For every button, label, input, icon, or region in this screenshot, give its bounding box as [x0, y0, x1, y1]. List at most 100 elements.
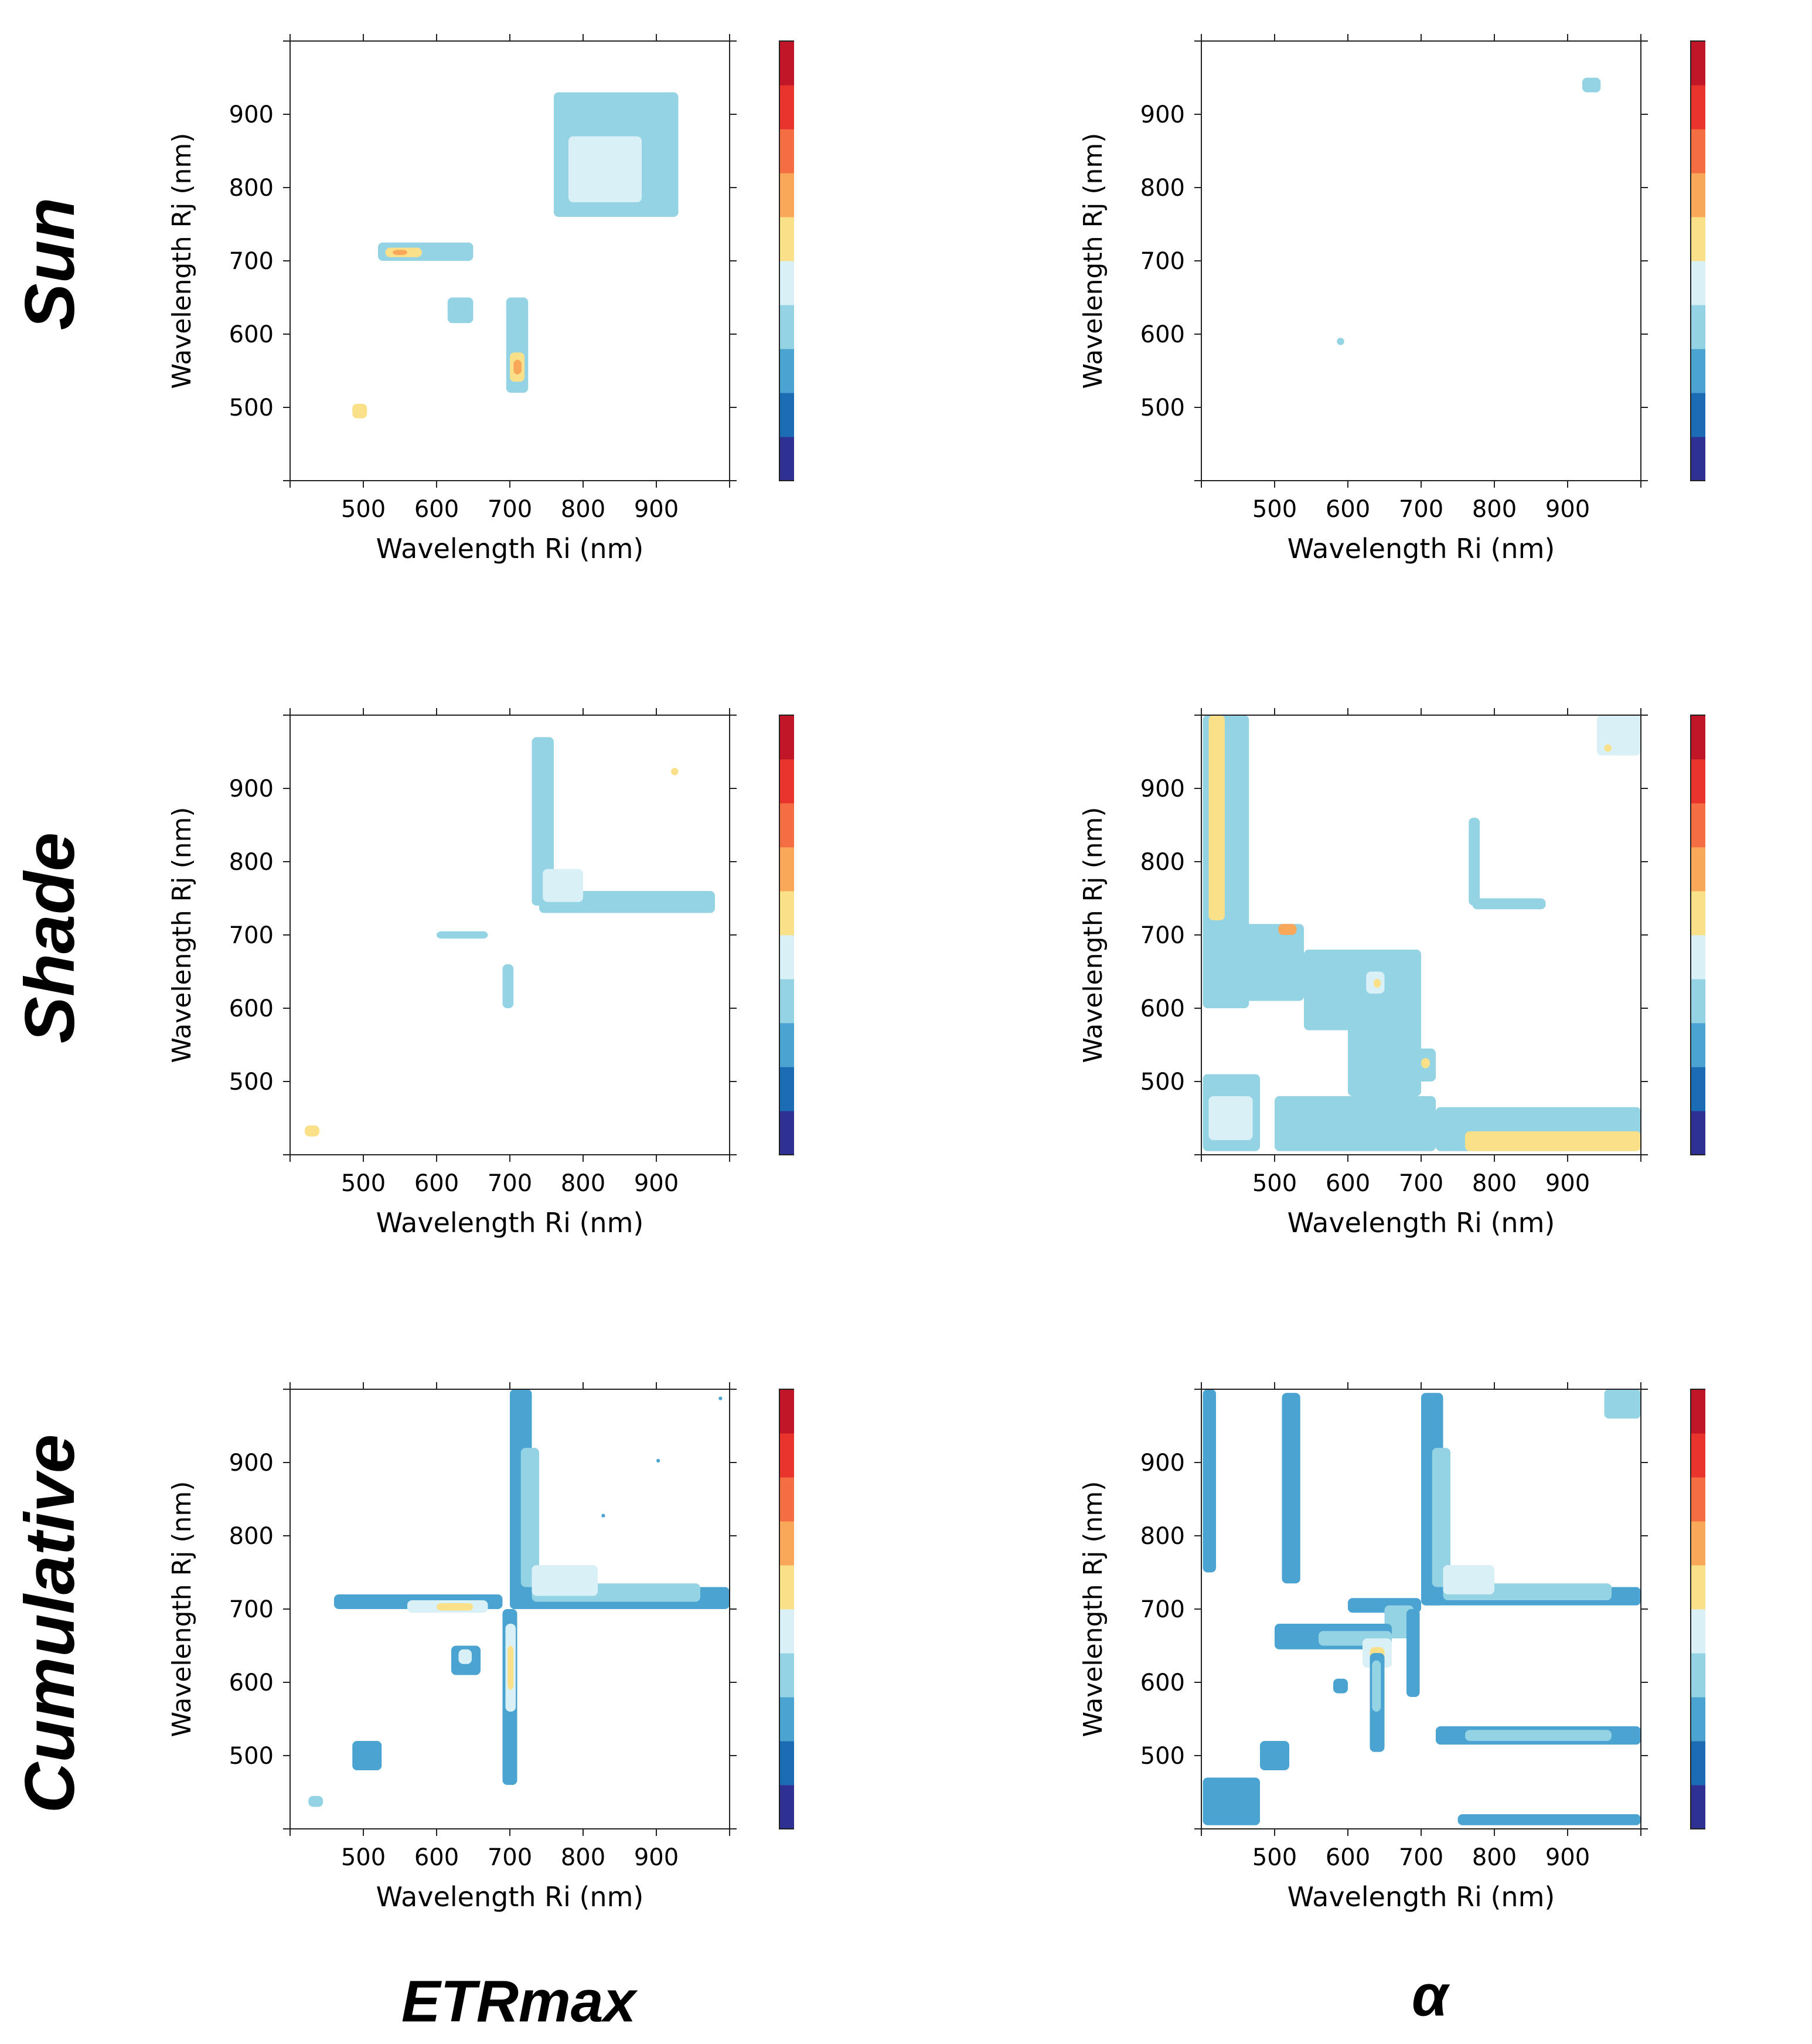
x-tick-label: 700 [1399, 1844, 1443, 1871]
x-axis-label: Wavelength Ri (nm) [376, 1881, 644, 1913]
x-tick-label: 800 [1472, 1844, 1517, 1871]
x-tick-label: 900 [634, 1170, 679, 1197]
x-tick-label: 600 [414, 1844, 459, 1871]
y-tick-label: 900 [1140, 1450, 1185, 1477]
heatmap-region [437, 931, 488, 939]
y-tick-label: 500 [1140, 1743, 1185, 1770]
colorbar-segment [1691, 261, 1705, 305]
colorbar-segment [779, 1609, 794, 1654]
colorbar-segment [1691, 1697, 1705, 1742]
y-tick-label: 600 [229, 321, 274, 348]
heatmap-panel: 500 600 700 800 900 500 600 700 800 900 Wavelength… [167, 1382, 794, 1913]
plot-area [290, 715, 730, 1155]
heatmap-region [1465, 1730, 1612, 1741]
colorbar-segment [779, 1565, 794, 1610]
colorbar-segment [779, 217, 794, 261]
colorbar-segment [1691, 173, 1705, 217]
colorbar-segment [779, 715, 794, 760]
heatmap-region [1406, 1609, 1420, 1697]
heatmap-region [1203, 924, 1304, 1001]
y-tick-label: 900 [1140, 776, 1185, 802]
x-tick-label: 700 [488, 1844, 532, 1871]
colorbar-segment [1691, 1389, 1705, 1434]
heatmap-region [393, 250, 407, 255]
heatmap-region [532, 1565, 598, 1596]
y-tick-label: 800 [1140, 1523, 1185, 1550]
x-tick-label: 900 [1545, 1170, 1590, 1197]
colorbar-segment [1691, 1067, 1705, 1111]
x-tick-label: 700 [1399, 1170, 1443, 1197]
heatmap-region [532, 737, 554, 906]
heatmap-region [1203, 1389, 1216, 1573]
y-tick-label: 600 [229, 995, 274, 1022]
heatmap-region [1275, 1096, 1436, 1151]
x-tick-label: 700 [488, 1170, 532, 1197]
x-tick-label: 500 [341, 1844, 386, 1871]
y-tick-label: 800 [1140, 175, 1185, 202]
colorbar-segment [1691, 935, 1705, 980]
x-tick-label: 800 [561, 1844, 605, 1871]
heatmap-region [718, 1396, 723, 1400]
heatmap-region [1337, 338, 1344, 345]
y-tick-label: 700 [229, 248, 274, 275]
y-tick-label: 600 [1140, 321, 1185, 348]
colorbar-segment [1691, 1433, 1705, 1478]
x-tick-label: 500 [1252, 496, 1297, 523]
x-tick-label: 600 [1326, 1170, 1370, 1197]
column-label-alpha: α [1411, 1963, 1449, 2029]
colorbar-segment [779, 1389, 794, 1434]
y-axis-label: Wavelength Rj (nm) [1078, 133, 1108, 389]
heatmap-region [1597, 715, 1641, 756]
x-tick-label: 700 [488, 496, 532, 523]
colorbar-segment [779, 437, 794, 481]
colorbar-segment [779, 1433, 794, 1478]
colorbar-frame [779, 1389, 794, 1829]
heatmap-region [1432, 1448, 1450, 1587]
heatmap-region [1465, 1131, 1641, 1151]
colorbar-segment [779, 261, 794, 305]
heatmap-region [352, 1741, 382, 1770]
x-tick-label: 600 [1326, 1844, 1370, 1871]
colorbar-segment [779, 891, 794, 936]
y-tick-label: 800 [1140, 849, 1185, 876]
heatmap-region [671, 768, 679, 776]
y-tick-label: 800 [229, 1523, 274, 1550]
heatmap-panel: 500 600 700 800 900 500 600 700 800 900 Wavelength… [1078, 34, 1705, 564]
y-tick-label: 900 [229, 1450, 274, 1477]
y-tick-label: 900 [229, 776, 274, 802]
x-tick-label: 800 [561, 496, 605, 523]
row-label-sun: Sun [11, 197, 89, 331]
colorbar-segment [779, 1653, 794, 1698]
heatmap-region [1421, 1058, 1430, 1069]
heatmap-region [601, 1514, 605, 1518]
colorbar-segment [779, 41, 794, 86]
x-axis-label: Wavelength Ri (nm) [1288, 533, 1555, 564]
heatmap-region [1372, 1660, 1381, 1712]
colorbar-segment [779, 1067, 794, 1111]
y-axis-label: Wavelength Rj (nm) [167, 807, 197, 1063]
colorbar-segment [1691, 1477, 1705, 1522]
heatmap-region [1260, 1741, 1289, 1770]
colorbar-segment [1691, 847, 1705, 892]
y-tick-label: 700 [1140, 248, 1185, 275]
colorbar-segment [1691, 305, 1705, 349]
colorbar-segment [779, 393, 794, 437]
colorbar-segment [779, 1023, 794, 1067]
colorbar-frame [779, 715, 794, 1155]
heatmap-region [568, 136, 642, 202]
x-tick-label: 800 [1472, 496, 1517, 523]
colorbar-segment [1691, 393, 1705, 437]
x-tick-label: 500 [341, 496, 386, 523]
heatmap-region [1443, 1565, 1494, 1594]
x-tick-label: 600 [1326, 496, 1370, 523]
y-tick-label: 500 [229, 1743, 274, 1770]
x-tick-label: 500 [1252, 1844, 1297, 1871]
colorbar-segment [779, 759, 794, 804]
heatmap-region [1282, 1393, 1300, 1584]
colorbar-segment [1691, 715, 1705, 760]
y-tick-label: 600 [1140, 1669, 1185, 1696]
colorbar-segment [779, 1697, 794, 1742]
colorbar-segment [779, 1521, 794, 1566]
y-tick-label: 600 [229, 1669, 274, 1696]
